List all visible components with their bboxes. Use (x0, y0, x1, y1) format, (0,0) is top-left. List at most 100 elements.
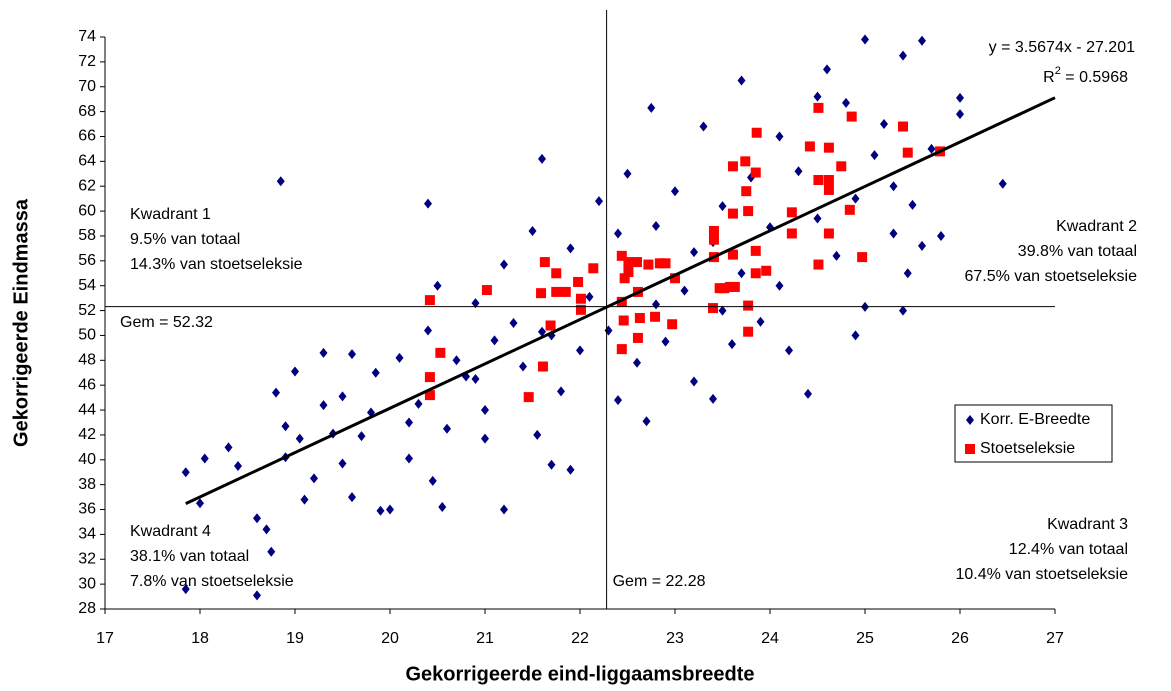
trendline (185, 96, 1056, 505)
marker (785, 345, 793, 356)
y-tick-label: 72 (78, 53, 96, 70)
marker (743, 206, 754, 217)
marker (616, 296, 627, 307)
trendline-equation: y = 3.5674x - 27.201 (989, 39, 1135, 56)
marker (823, 64, 831, 75)
marker (509, 318, 518, 328)
marker (262, 524, 271, 535)
marker (861, 34, 869, 45)
marker (661, 336, 670, 347)
marker (851, 330, 860, 341)
marker (452, 355, 461, 366)
marker (804, 141, 815, 152)
marker (481, 285, 492, 296)
marker (618, 315, 629, 326)
marker (718, 201, 727, 212)
y-mean-label: Gem = 52.32 (120, 314, 213, 331)
marker (424, 198, 432, 209)
marker (623, 168, 632, 179)
marker (338, 458, 347, 469)
marker (545, 320, 556, 331)
marker (576, 345, 584, 356)
marker (813, 175, 824, 185)
marker (741, 186, 752, 197)
marker (438, 502, 447, 513)
marker (471, 373, 480, 384)
y-tick-label: 54 (78, 277, 96, 294)
marker (547, 459, 556, 470)
marker (823, 228, 834, 239)
marker (528, 225, 537, 236)
marker (956, 109, 964, 120)
marker (319, 400, 328, 411)
marker (500, 259, 508, 270)
marker (743, 300, 754, 311)
marker (595, 196, 603, 207)
marker (823, 142, 834, 153)
y-axis-title: Gekorrigeerde Eindmassa (10, 198, 32, 447)
marker (291, 366, 299, 377)
y-tick-label: 34 (78, 526, 96, 543)
marker (844, 204, 855, 215)
marker (357, 431, 366, 442)
marker (310, 473, 318, 484)
marker (319, 347, 328, 358)
marker (737, 75, 746, 86)
x-mean-label: Gem = 22.28 (613, 573, 706, 590)
marker (443, 423, 451, 434)
marker (537, 361, 548, 372)
marker (428, 475, 437, 486)
marker (918, 35, 926, 46)
marker (224, 442, 233, 453)
quadrant-annotation: 67.5% van stoetseleksie (964, 268, 1137, 285)
legend-marker (966, 415, 974, 425)
marker (557, 386, 565, 397)
y-tick-label: 52 (78, 302, 96, 319)
marker (386, 504, 394, 515)
marker (823, 175, 834, 185)
y-tick-label: 62 (78, 177, 96, 194)
marker (889, 181, 898, 192)
marker (937, 230, 945, 241)
marker (804, 388, 812, 399)
marker (870, 150, 879, 161)
marker (405, 453, 413, 464)
marker (813, 259, 824, 270)
marker (585, 291, 594, 302)
marker (481, 405, 489, 416)
marker (851, 193, 860, 204)
marker (560, 286, 571, 297)
y-tick-label: 48 (78, 352, 96, 369)
marker (634, 313, 645, 324)
y-tick-label: 30 (78, 575, 96, 592)
marker (737, 268, 746, 279)
marker (253, 513, 261, 524)
marker (623, 267, 634, 278)
marker (786, 228, 797, 239)
marker (281, 421, 290, 432)
y-tick-label: 58 (78, 227, 96, 244)
marker (813, 213, 822, 224)
x-tick-label: 17 (96, 630, 114, 647)
marker (846, 111, 857, 122)
legend-marker (965, 444, 975, 454)
marker (699, 121, 708, 132)
y-tick-label: 40 (78, 451, 96, 468)
marker (433, 280, 442, 291)
marker (786, 207, 797, 218)
marker (267, 546, 276, 557)
legend-box (954, 404, 1113, 463)
legend-label: Stoetseleksie (980, 440, 1075, 457)
marker (539, 257, 550, 268)
marker (616, 344, 627, 355)
marker (750, 245, 761, 256)
marker (424, 390, 435, 401)
marker (551, 268, 562, 279)
marker (536, 288, 547, 299)
marker (642, 416, 651, 427)
marker (181, 467, 190, 478)
marker (667, 319, 678, 330)
marker (670, 273, 680, 284)
marker (652, 299, 660, 310)
